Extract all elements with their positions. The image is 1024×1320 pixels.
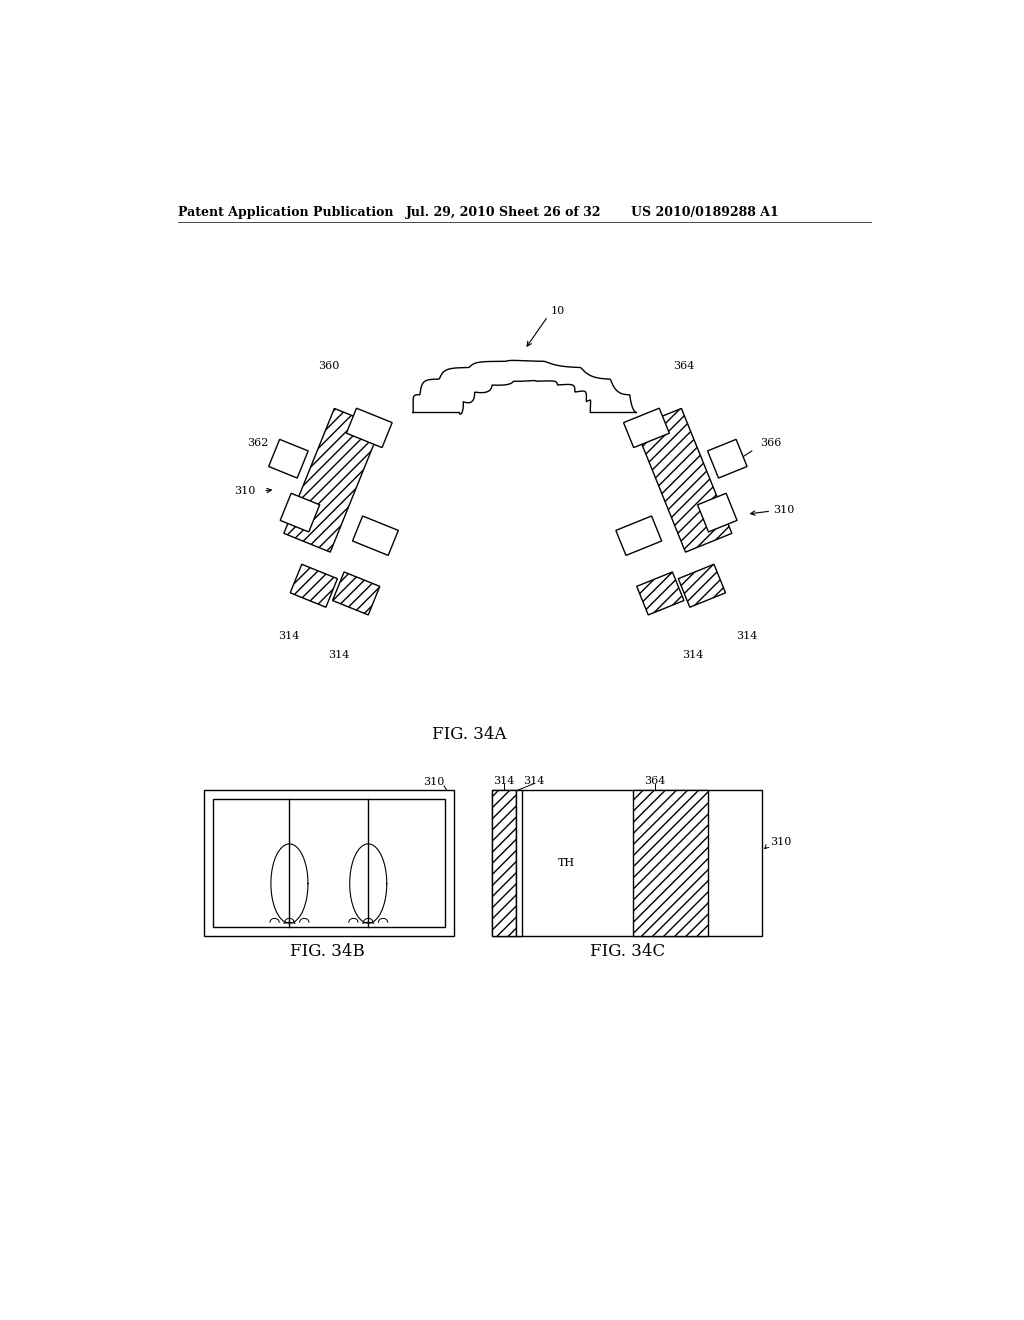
Bar xyxy=(633,789,708,936)
Polygon shape xyxy=(281,494,319,532)
Text: FIG. 34B: FIG. 34B xyxy=(290,942,365,960)
Bar xyxy=(493,789,515,936)
Polygon shape xyxy=(290,564,338,607)
Text: 364: 364 xyxy=(673,362,694,371)
Text: 10: 10 xyxy=(550,306,564,315)
Text: 314: 314 xyxy=(278,631,299,640)
Polygon shape xyxy=(637,572,684,615)
Polygon shape xyxy=(708,440,748,478)
Polygon shape xyxy=(352,516,398,556)
Text: 314: 314 xyxy=(523,776,545,785)
Text: Sheet 26 of 32: Sheet 26 of 32 xyxy=(499,206,600,219)
Polygon shape xyxy=(697,494,737,532)
Text: 310: 310 xyxy=(233,486,255,496)
Text: 310: 310 xyxy=(423,777,444,787)
Text: 362: 362 xyxy=(247,438,268,449)
Polygon shape xyxy=(284,408,381,552)
Bar xyxy=(515,789,521,936)
Polygon shape xyxy=(346,408,392,447)
Bar xyxy=(213,799,444,927)
Text: 366: 366 xyxy=(761,438,782,449)
Bar xyxy=(204,789,454,936)
Text: 314: 314 xyxy=(682,649,703,660)
Polygon shape xyxy=(635,408,732,552)
Polygon shape xyxy=(615,516,662,556)
Text: 310: 310 xyxy=(773,504,795,515)
Text: 314: 314 xyxy=(494,776,515,785)
Text: US 2010/0189288 A1: US 2010/0189288 A1 xyxy=(631,206,779,219)
Bar xyxy=(493,789,762,936)
Polygon shape xyxy=(268,440,308,478)
Text: Patent Application Publication: Patent Application Publication xyxy=(178,206,394,219)
Text: 364: 364 xyxy=(644,776,666,785)
Text: 314: 314 xyxy=(736,631,757,640)
Text: FIG. 34C: FIG. 34C xyxy=(590,942,665,960)
Text: 314: 314 xyxy=(328,649,349,660)
Text: Jul. 29, 2010: Jul. 29, 2010 xyxy=(407,206,496,219)
Polygon shape xyxy=(333,572,380,615)
Polygon shape xyxy=(624,408,670,447)
Text: 310: 310 xyxy=(770,837,791,847)
Text: FIG. 34A: FIG. 34A xyxy=(432,726,507,743)
Polygon shape xyxy=(678,564,726,607)
Text: 360: 360 xyxy=(318,362,340,371)
Text: TH: TH xyxy=(557,858,574,869)
